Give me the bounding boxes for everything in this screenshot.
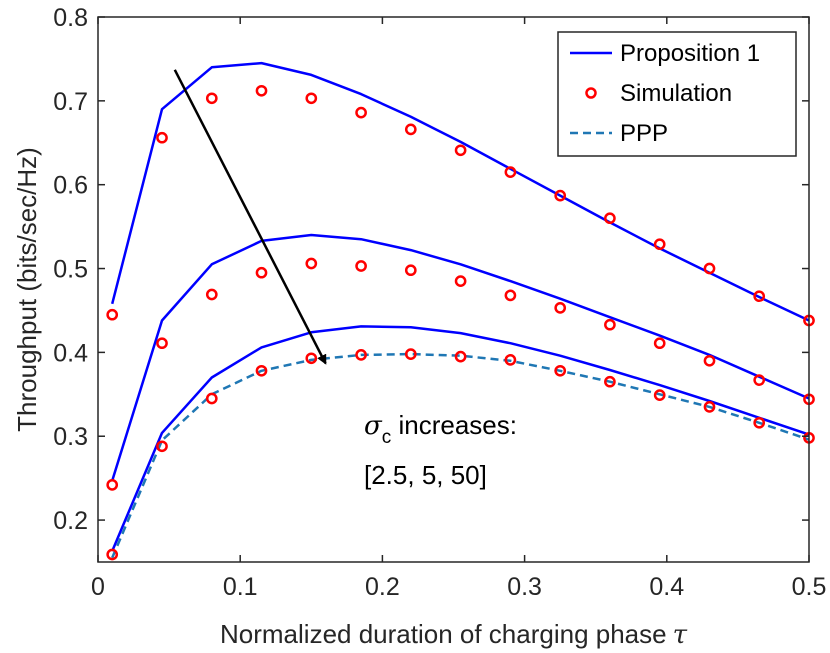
simulation-marker-sigma-5-12 <box>703 354 716 367</box>
simulation-marker-sigma-2.5-12 <box>703 262 716 275</box>
proposition-line-sigma-50 <box>111 325 810 552</box>
legend-label-ppp: PPP <box>620 120 668 147</box>
simulation-marker-sigma-2.5-4 <box>305 92 318 105</box>
simulation-marker-sigma-5-5 <box>355 260 367 272</box>
y-tick-label-5: 0.7 <box>53 88 88 116</box>
legend: Proposition 1 Simulation PPP <box>557 31 797 157</box>
simulation-marker-sigma-2.5-10 <box>604 212 616 225</box>
simulation-marker-sigma-50-8 <box>504 354 517 366</box>
simulation-marker-sigma-2.5-11 <box>653 238 666 251</box>
simulation-marker-sigma-2.5-8 <box>504 166 517 178</box>
simulation-marker-sigma-50-1 <box>156 440 168 453</box>
simulation-marker-sigma-50-13 <box>753 416 766 429</box>
legend-label-simulation: Simulation <box>620 80 732 107</box>
x-tick-label-5: 0.5 <box>792 573 827 601</box>
y-axis-label: Throughput (bits/sec/Hz) <box>12 147 42 432</box>
simulation-marker-sigma-50-4 <box>305 352 318 365</box>
simulation-marker-sigma-50-5 <box>355 349 367 361</box>
ticks-layer: 0 0.1 0.2 0.3 0.4 0.5 0.2 0.3 0.4 0.5 0.6 0.7 0.8 <box>53 4 826 601</box>
proposition-line-sigma-5 <box>111 233 810 482</box>
simulation-marker-sigma-5-3 <box>255 266 268 279</box>
x-tick-label-3: 0.3 <box>507 573 542 601</box>
simulation-marker-sigma-5-4 <box>305 257 318 270</box>
simulation-marker-sigma-50-12 <box>703 401 716 413</box>
annotation-line2: [2.5, 5, 50] <box>364 460 487 490</box>
simulation-marker-sigma-2.5-0 <box>106 308 119 321</box>
simulation-marker-sigma-5-0 <box>106 479 119 491</box>
simulation-marker-sigma-2.5-6 <box>404 123 417 136</box>
simulation-marker-sigma-5-6 <box>404 264 417 277</box>
annotation-line1: σc increases: <box>364 410 517 448</box>
legend-marker-simulation <box>585 87 597 99</box>
simulation-marker-sigma-2.5-2 <box>205 92 218 105</box>
simulation-marker-sigma-2.5-3 <box>255 84 268 97</box>
simulation-marker-sigma-5-9 <box>554 302 567 314</box>
simulation-marker-sigma-50-6 <box>404 348 417 360</box>
y-tick-label-0: 0.2 <box>53 507 88 535</box>
simulation-marker-sigma-5-2 <box>205 288 218 301</box>
y-tick-label-4: 0.6 <box>53 172 88 200</box>
simulation-marker-sigma-2.5-1 <box>156 131 168 144</box>
x-tick-label-0: 0 <box>91 573 105 601</box>
simulation-marker-sigma-50-0 <box>106 548 119 561</box>
simulation-marker-sigma-50-10 <box>604 375 616 388</box>
simulation-marker-sigma-2.5-9 <box>554 189 567 202</box>
series-layer <box>106 61 815 561</box>
simulation-marker-sigma-2.5-13 <box>753 290 766 303</box>
simulation-marker-sigma-50-7 <box>454 350 467 363</box>
plot-frame <box>97 16 810 563</box>
simulation-marker-sigma-5-13 <box>753 374 766 386</box>
simulation-marker-sigma-5-8 <box>504 289 517 302</box>
x-tick-label-4: 0.4 <box>649 573 684 601</box>
y-tick-label-1: 0.3 <box>53 423 88 451</box>
simulation-marker-sigma-50-2 <box>205 392 218 405</box>
simulation-marker-sigma-5-11 <box>653 337 666 350</box>
ppp-dashed-line-sigma-50 <box>111 352 810 559</box>
simulation-marker-sigma-50-11 <box>653 389 666 401</box>
x-tick-label-2: 0.2 <box>365 573 400 601</box>
legend-label-proposition: Proposition 1 <box>620 40 760 67</box>
simulation-marker-sigma-5-1 <box>156 337 168 350</box>
x-tick-label-1: 0.1 <box>223 573 258 601</box>
y-tick-label-2: 0.4 <box>53 339 88 367</box>
simulation-marker-sigma-5-7 <box>454 275 467 287</box>
simulation-marker-sigma-50-9 <box>554 364 567 377</box>
simulation-marker-sigma-2.5-7 <box>454 144 467 157</box>
sigma-trend-arrow <box>173 69 327 365</box>
y-tick-label-3: 0.5 <box>53 256 88 284</box>
proposition-line-sigma-2.5 <box>110 61 810 322</box>
x-axis-label: Normalized duration of charging phase τ <box>220 619 688 650</box>
simulation-marker-sigma-50-3 <box>255 364 268 377</box>
simulation-marker-sigma-2.5-5 <box>355 106 367 119</box>
annotation-layer <box>173 69 327 365</box>
y-tick-label-6: 0.8 <box>53 4 88 32</box>
simulation-marker-sigma-5-10 <box>604 318 616 331</box>
